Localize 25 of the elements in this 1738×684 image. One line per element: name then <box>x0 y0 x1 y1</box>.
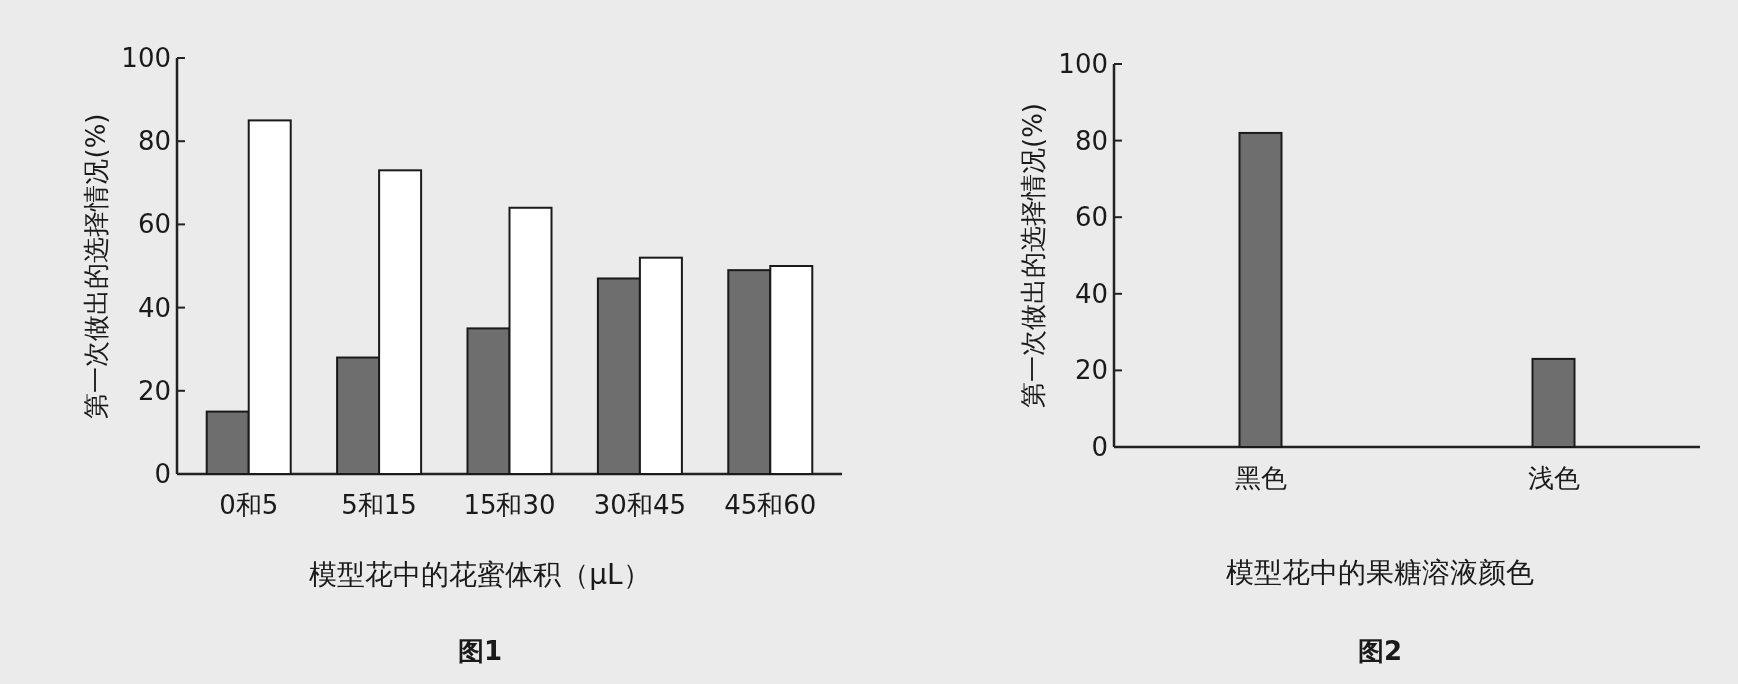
y-tick-label: 100 <box>1058 49 1108 79</box>
y-tick-label: 40 <box>137 292 171 323</box>
y-tick-label: 80 <box>1074 125 1108 156</box>
x-tick-label: 黑色 <box>1234 463 1287 493</box>
x-tick-label: 45和60 <box>724 490 817 520</box>
caption: 图2 <box>1357 636 1403 666</box>
x-tick-label: 15和30 <box>463 490 556 520</box>
x-tick-label: 0和5 <box>219 490 279 520</box>
x-axis-title: 模型花中的花蜜体积（μL） <box>309 558 651 591</box>
y-tick-label: 0 <box>154 459 171 489</box>
y-tick-label: 20 <box>137 375 171 406</box>
x-tick-label: 30和45 <box>593 490 686 520</box>
y-tick-label: 40 <box>1074 278 1108 309</box>
caption: 图1 <box>457 636 503 666</box>
y-tick-label: 100 <box>121 43 171 73</box>
x-tick-label: 浅色 <box>1527 463 1580 493</box>
y-axis-title: 第一次做出的选择情况(%) <box>1018 103 1048 408</box>
y-tick-label: 60 <box>1074 202 1108 233</box>
x-tick-label: 5和15 <box>341 490 417 520</box>
y-tick-label: 20 <box>1074 355 1108 386</box>
y-tick-label: 0 <box>1091 432 1108 462</box>
y-tick-label: 60 <box>137 209 171 240</box>
y-tick-label: 80 <box>137 126 171 157</box>
y-axis-title: 第一次做出的选择情况(%) <box>81 113 111 419</box>
x-axis-title: 模型花中的果糖溶液颜色 <box>1226 556 1534 589</box>
